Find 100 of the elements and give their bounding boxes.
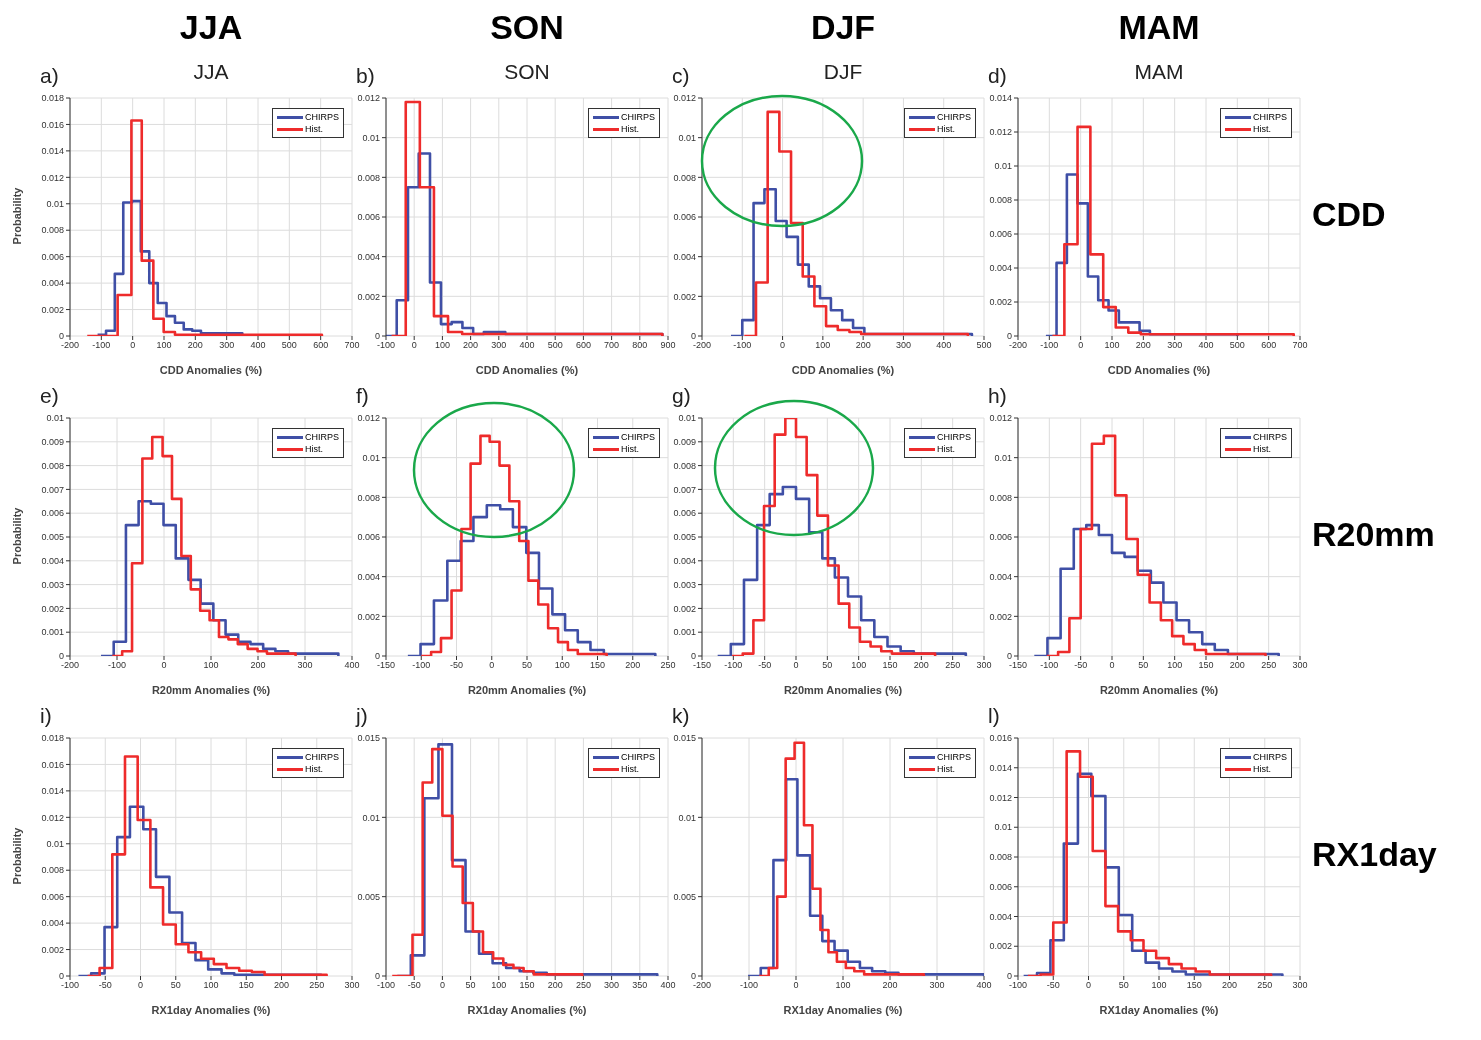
- chart-title: k): [672, 704, 690, 728]
- y-tick-label: 0.006: [41, 891, 64, 902]
- x-tick-label: 100: [1104, 340, 1120, 351]
- legend-label: CHIRPS: [620, 752, 655, 762]
- x-axis-title: CDD Anomalies (%): [159, 364, 263, 376]
- x-axis-title: R20mm Anomalies (%): [467, 684, 587, 696]
- y-tick-label: 0.014: [989, 762, 1012, 773]
- legend-label: CHIRPS: [936, 752, 971, 762]
- y-tick-label: 0.012: [357, 93, 380, 104]
- x-tick-label: -50: [758, 660, 772, 671]
- x-tick-label: 350: [632, 980, 648, 991]
- y-tick-label: 0.004: [673, 251, 696, 262]
- x-axis-title: CDD Anomalies (%): [1107, 364, 1211, 376]
- x-axis-title: RX1day Anomalies (%): [1099, 1004, 1219, 1016]
- y-tick-label: 0.002: [357, 611, 380, 622]
- x-tick-label: 500: [976, 340, 992, 351]
- y-tick-label: 0.002: [41, 304, 64, 315]
- y-tick-label: 0.005: [673, 891, 696, 902]
- y-tick-label: 0: [1006, 651, 1012, 662]
- y-tick-label: 0.002: [357, 291, 380, 302]
- x-tick-label: 300: [219, 340, 235, 351]
- y-tick-label: 0.012: [989, 792, 1012, 803]
- y-tick-label: 0.004: [41, 918, 64, 929]
- x-tick-label: 600: [575, 340, 591, 351]
- chart-title: j): [356, 704, 368, 728]
- x-axis-title: R20mm Anomalies (%): [151, 684, 271, 696]
- chart-title: h): [988, 384, 1007, 408]
- text: MAM: [1117, 8, 1201, 47]
- y-tick-label: 0.009: [41, 436, 64, 447]
- x-tick-label: 400: [976, 980, 992, 991]
- x-tick-label: 100: [815, 340, 831, 351]
- y-tick-label: 0.01: [46, 198, 64, 209]
- x-tick-label: -150: [1008, 660, 1028, 671]
- x-tick-label: 250: [1257, 980, 1273, 991]
- legend-label: Hist.: [620, 124, 639, 134]
- x-tick-label: 200: [273, 980, 290, 991]
- x-tick-label: -100: [1040, 660, 1059, 671]
- y-tick-label: 0.008: [989, 492, 1012, 503]
- x-tick-label: 700: [1292, 340, 1308, 351]
- x-tick-label: 100: [203, 980, 219, 991]
- x-tick-label: 200: [1135, 340, 1151, 351]
- y-tick-label: 0.006: [673, 508, 696, 519]
- x-tick-label: 100: [1167, 660, 1183, 671]
- x-tick-label: -150: [692, 660, 712, 671]
- y-tick-label: 0.002: [41, 944, 64, 955]
- y-tick-label: 0.006: [673, 212, 696, 223]
- x-tick-label: -100: [724, 660, 743, 671]
- y-tick-label: 0.007: [41, 484, 64, 495]
- chart-title: a): [40, 64, 59, 88]
- x-tick-label: 0: [161, 660, 167, 671]
- chart-title: i): [40, 704, 52, 728]
- y-tick-label: 0.001: [673, 627, 696, 638]
- y-tick-label: 0.009: [673, 436, 696, 447]
- legend-label: Hist.: [936, 444, 955, 454]
- y-tick-label: 0.016: [41, 119, 64, 130]
- legend-label: Hist.: [1252, 764, 1271, 774]
- x-tick-label: 250: [945, 660, 961, 671]
- x-tick-label: 200: [1229, 660, 1245, 671]
- legend-label: Hist.: [936, 764, 955, 774]
- y-tick-label: 0.006: [41, 508, 64, 519]
- x-axis-title: RX1day Anomalies (%): [467, 1004, 587, 1016]
- x-tick-label: 300: [1167, 340, 1183, 351]
- x-tick-label: -100: [60, 980, 80, 991]
- y-tick-label: 0.008: [989, 195, 1012, 206]
- x-tick-label: -100: [733, 340, 752, 351]
- y-tick-label: 0.01: [362, 132, 380, 143]
- y-tick-label: 0.008: [41, 865, 64, 876]
- x-tick-label: 0: [439, 980, 445, 991]
- y-tick-label: 0: [690, 971, 696, 982]
- x-tick-label: -50: [449, 660, 464, 671]
- y-tick-label: 0.004: [673, 555, 696, 566]
- x-tick-label: 300: [1292, 660, 1308, 671]
- x-tick-label: 300: [929, 980, 945, 991]
- y-tick-label: 0.01: [994, 161, 1012, 172]
- x-tick-label: -100: [1040, 340, 1059, 351]
- x-tick-label: 250: [660, 660, 676, 671]
- x-tick-label: -100: [92, 340, 111, 351]
- y-tick-label: 0.004: [41, 555, 64, 566]
- x-tick-label: 300: [895, 340, 911, 351]
- text: R20mm: [1312, 515, 1435, 554]
- y-tick-label: 0.015: [357, 733, 380, 744]
- y-tick-label: 0.005: [357, 891, 380, 902]
- x-tick-label: -100: [739, 980, 759, 991]
- x-axis-title: R20mm Anomalies (%): [1099, 684, 1219, 696]
- chart-title: l): [988, 704, 1000, 728]
- y-tick-label: 0.004: [357, 571, 380, 582]
- y-tick-label: 0.01: [46, 838, 64, 849]
- x-tick-label: -50: [1046, 980, 1060, 991]
- y-tick-label: 0: [1006, 971, 1012, 982]
- x-tick-label: 150: [589, 660, 606, 671]
- x-tick-label: -100: [376, 340, 396, 351]
- x-tick-label: 100: [1151, 980, 1167, 991]
- x-tick-label: 200: [913, 660, 929, 671]
- legend-label: Hist.: [620, 764, 639, 774]
- x-tick-label: -200: [692, 980, 712, 991]
- y-tick-label: 0.008: [357, 492, 380, 503]
- y-tick-label: 0.01: [994, 452, 1012, 463]
- x-tick-label: 500: [547, 340, 563, 351]
- x-tick-label: -200: [692, 340, 712, 351]
- y-tick-label: 0.002: [989, 297, 1012, 308]
